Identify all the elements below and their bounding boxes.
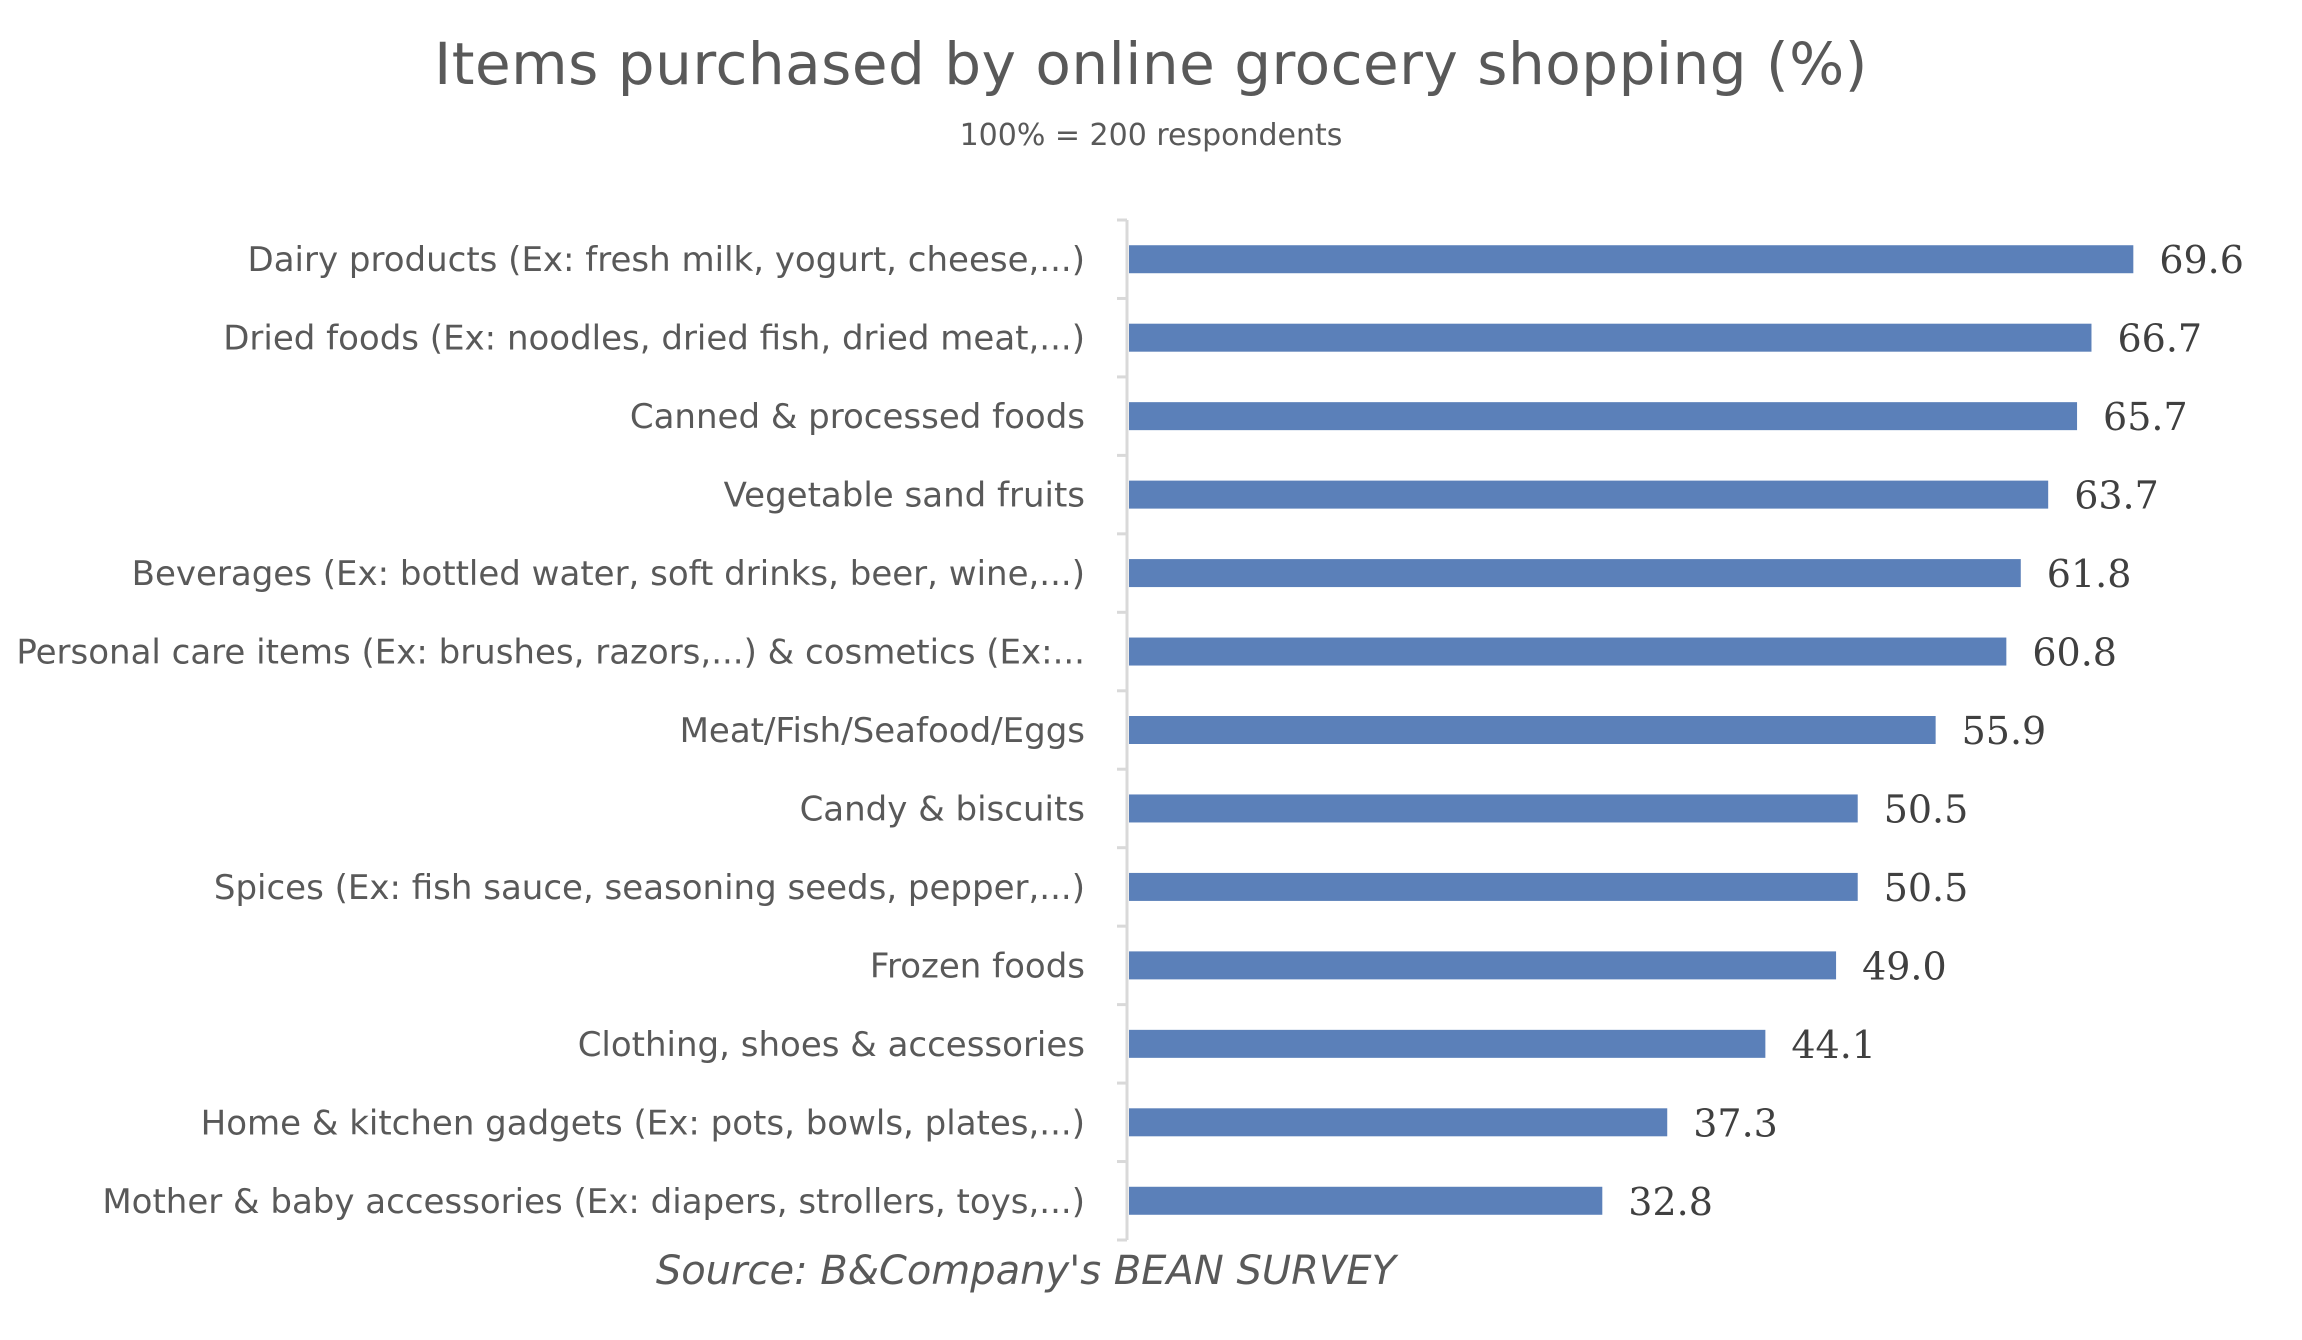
bar	[1129, 794, 1858, 823]
category-label: Canned & processed foods	[630, 397, 1085, 437]
category-label: Beverages (Ex: bottled water, soft drink…	[132, 554, 1085, 594]
category-label: Home & kitchen gadgets (Ex: pots, bowls,…	[201, 1103, 1085, 1143]
category-label: Vegetable sand fruits	[724, 476, 1085, 516]
bar	[1129, 872, 1858, 901]
bar	[1129, 716, 1936, 744]
category-label: Dairy products (Ex: fresh milk, yogurt, …	[248, 240, 1085, 280]
bar	[1129, 1186, 1603, 1215]
bar	[1129, 480, 2049, 509]
data-label: 49.0	[1862, 944, 1947, 988]
bar	[1129, 402, 2078, 431]
source-note: Source: B&Company's BEAN SURVEY	[655, 1248, 1396, 1294]
bar	[1129, 245, 2134, 274]
category-label: Meat/Fish/Seafood/Eggs	[680, 711, 1085, 751]
data-label: 50.5	[1884, 787, 1969, 831]
data-label: 65.7	[2103, 395, 2188, 439]
bar	[1129, 1029, 1766, 1058]
bar	[1129, 559, 2021, 588]
category-label: Frozen foods	[870, 946, 1085, 986]
category-label: Spices (Ex: fish sauce, seasoning seeds,…	[214, 868, 1085, 908]
bar	[1129, 637, 2007, 666]
category-label: Personal care items (Ex: brushes, razors…	[16, 633, 1085, 673]
chart-title: Items purchased by online grocery shoppi…	[434, 30, 1868, 98]
bar	[1129, 1108, 1668, 1137]
category-label: Clothing, shoes & accessories	[578, 1025, 1085, 1065]
data-label: 63.7	[2074, 474, 2159, 518]
category-label: Candy & biscuits	[800, 789, 1085, 829]
bar	[1129, 951, 1837, 980]
data-label: 32.8	[1628, 1180, 1713, 1224]
bar	[1129, 323, 2092, 352]
data-label: 44.1	[1791, 1023, 1876, 1067]
data-label: 55.9	[1962, 709, 2047, 753]
chart-subtitle: 100% = 200 respondents	[959, 118, 1343, 153]
category-label: Dried foods (Ex: noodles, dried fish, dr…	[223, 319, 1085, 359]
data-label: 61.8	[2047, 552, 2132, 596]
data-label: 60.8	[2032, 631, 2117, 675]
data-label: 50.5	[1884, 866, 1969, 910]
data-label: 66.7	[2117, 317, 2202, 361]
data-label: 69.6	[2159, 238, 2244, 282]
category-label: Mother & baby accessories (Ex: diapers, …	[102, 1182, 1085, 1222]
data-label: 37.3	[1693, 1101, 1778, 1145]
